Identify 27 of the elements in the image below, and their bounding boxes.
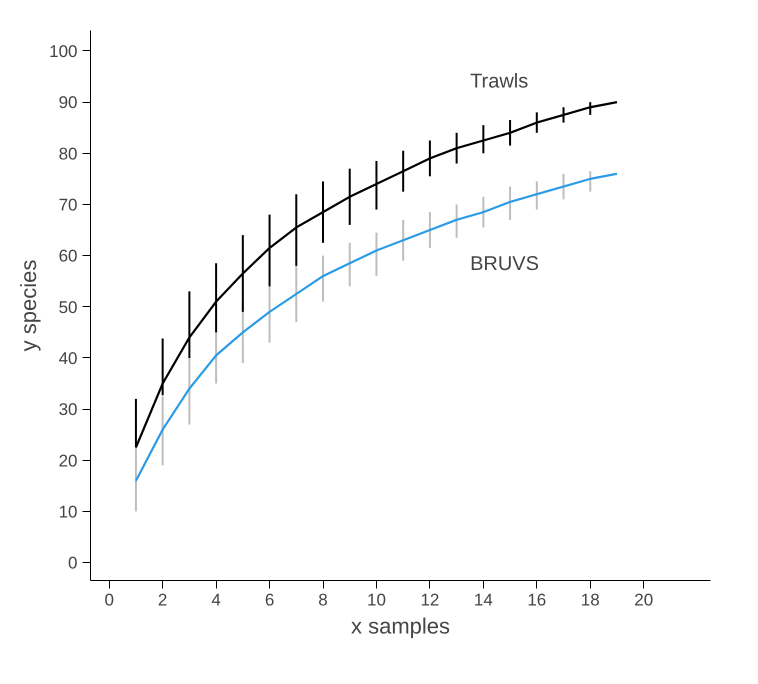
y-tick-label: 30 [58,400,78,420]
y-tick-label: 100 [49,42,78,61]
y-tick-label: 20 [58,451,78,470]
y-tick-label: 0 [68,554,78,573]
x-axis-title: x samples [350,614,450,638]
x-tick-label: 0 [104,590,114,610]
x-tick-label: 14 [474,590,493,610]
y-tick-label: 90 [58,93,78,112]
x-tick-label: 20 [634,590,654,610]
x-tick-label: 4 [211,590,221,610]
x-tick-label: 18 [580,590,600,610]
y-tick-label: 50 [58,298,78,317]
x-tick-label: 10 [366,590,386,610]
x-tick-label: 8 [318,590,328,610]
y-tick-label: 10 [58,502,78,522]
x-tick-label: 16 [527,590,546,610]
x-tick-label: 2 [158,590,168,610]
y-tick-label: 60 [58,246,78,266]
series-label: Trawls [470,70,528,93]
y-tick-label: 70 [58,195,78,214]
y-tick-label: 40 [58,348,78,368]
x-tick-label: 6 [264,590,274,610]
series-label: BRUVS [470,253,539,276]
line-series [134,172,618,482]
x-tick-label: 12 [420,590,440,610]
y-axis-title: y species [16,260,42,352]
y-tick-label: 80 [58,144,78,164]
